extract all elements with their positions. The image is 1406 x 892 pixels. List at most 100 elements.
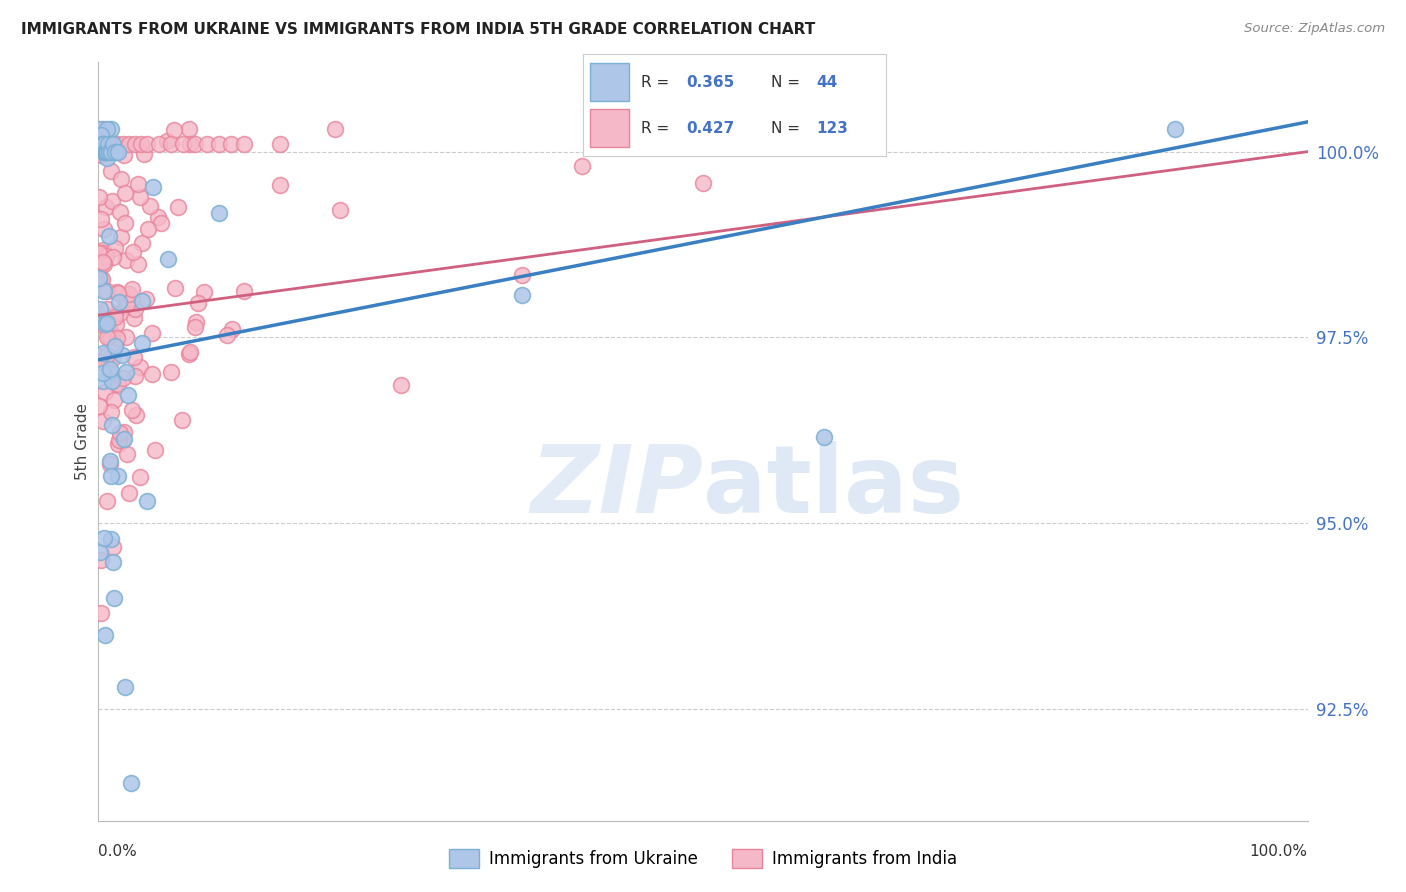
Immigrants from India <box>135 293 157 307</box>
Immigrants from India <box>93 137 115 152</box>
Immigrants from India <box>100 328 122 343</box>
Immigrants from India <box>129 190 152 204</box>
Immigrants from India <box>143 442 166 457</box>
Immigrants from Ukraine <box>104 339 127 353</box>
Immigrants from India <box>100 351 122 366</box>
Immigrants from India <box>163 123 186 137</box>
Immigrants from India <box>232 284 254 298</box>
Immigrants from India <box>100 194 122 208</box>
Immigrants from Ukraine <box>91 137 114 152</box>
Immigrants from India <box>124 137 146 152</box>
Immigrants from India <box>193 285 215 299</box>
Immigrants from Ukraine <box>93 531 115 545</box>
Immigrants from India <box>87 246 110 260</box>
Immigrants from India <box>108 305 131 319</box>
Immigrants from Ukraine <box>107 469 129 483</box>
Text: ZIP: ZIP <box>530 441 703 533</box>
Immigrants from India <box>187 295 209 310</box>
Immigrants from Ukraine <box>96 151 118 165</box>
Immigrants from Ukraine <box>100 122 122 136</box>
Immigrants from India <box>269 137 291 152</box>
Immigrants from Ukraine <box>156 252 179 267</box>
Immigrants from Ukraine <box>100 469 122 483</box>
Immigrants from India <box>150 216 173 230</box>
Immigrants from India <box>89 272 111 286</box>
Text: R =: R = <box>641 75 673 90</box>
Immigrants from India <box>177 122 200 136</box>
Immigrants from Ukraine <box>1163 122 1185 136</box>
Immigrants from India <box>94 200 117 214</box>
Immigrants from Ukraine <box>112 433 135 447</box>
Immigrants from India <box>121 403 143 417</box>
Immigrants from India <box>139 199 162 213</box>
Immigrants from India <box>134 147 156 161</box>
Immigrants from Ukraine <box>107 145 129 159</box>
Immigrants from Ukraine <box>108 295 131 310</box>
Immigrants from Ukraine <box>89 122 111 136</box>
Immigrants from Ukraine <box>115 366 138 380</box>
Immigrants from India <box>97 137 120 152</box>
Immigrants from Ukraine <box>111 348 134 362</box>
Immigrants from India <box>98 322 121 336</box>
Immigrants from India <box>89 349 111 363</box>
Immigrants from India <box>118 137 141 152</box>
Immigrants from India <box>100 404 122 418</box>
Immigrants from Ukraine <box>87 270 110 285</box>
Immigrants from India <box>122 244 145 259</box>
Immigrants from India <box>510 268 533 282</box>
Immigrants from India <box>96 493 118 508</box>
Immigrants from India <box>101 250 124 264</box>
Immigrants from India <box>160 137 183 152</box>
Text: 44: 44 <box>817 75 838 90</box>
Immigrants from India <box>125 408 148 422</box>
Immigrants from India <box>131 235 153 250</box>
Immigrants from India <box>184 315 207 329</box>
Immigrants from Ukraine <box>94 145 117 159</box>
Immigrants from Ukraine <box>96 122 118 136</box>
Immigrants from India <box>110 230 132 244</box>
Immigrants from India <box>208 137 231 152</box>
Immigrants from Ukraine <box>91 137 114 152</box>
Immigrants from India <box>93 257 115 271</box>
Immigrants from India <box>100 163 122 178</box>
Immigrants from India <box>114 330 136 344</box>
Immigrants from India <box>112 371 135 385</box>
Immigrants from India <box>101 540 124 554</box>
Immigrants from India <box>103 392 125 407</box>
Immigrants from Ukraine <box>89 545 111 559</box>
Immigrants from Ukraine <box>98 145 121 159</box>
Immigrants from India <box>115 447 138 461</box>
Immigrants from India <box>107 285 129 300</box>
Immigrants from Ukraine <box>142 180 165 194</box>
Immigrants from Ukraine <box>100 145 122 159</box>
Immigrants from Ukraine <box>114 680 136 694</box>
Immigrants from India <box>98 458 121 472</box>
Immigrants from India <box>215 327 238 342</box>
Immigrants from India <box>165 281 187 295</box>
Immigrants from India <box>121 293 143 307</box>
Immigrants from Ukraine <box>510 288 533 302</box>
Text: IMMIGRANTS FROM UKRAINE VS IMMIGRANTS FROM INDIA 5TH GRADE CORRELATION CHART: IMMIGRANTS FROM UKRAINE VS IMMIGRANTS FR… <box>21 22 815 37</box>
Immigrants from India <box>124 369 146 384</box>
Immigrants from India <box>91 272 114 286</box>
Immigrants from India <box>179 347 201 361</box>
Immigrants from India <box>97 329 120 343</box>
Immigrants from Ukraine <box>97 228 120 243</box>
Immigrants from Ukraine <box>96 145 118 159</box>
Immigrants from India <box>96 249 118 263</box>
Immigrants from India <box>104 241 127 255</box>
Immigrants from India <box>135 137 157 152</box>
Immigrants from India <box>129 137 152 152</box>
Immigrants from India <box>96 329 118 343</box>
Immigrants from Ukraine <box>91 345 114 359</box>
Immigrants from India <box>122 351 145 365</box>
Immigrants from India <box>156 134 179 148</box>
Immigrants from Ukraine <box>89 301 111 316</box>
Immigrants from India <box>172 137 194 152</box>
Immigrants from Ukraine <box>98 453 121 467</box>
Immigrants from India <box>115 296 138 310</box>
Immigrants from India <box>110 426 132 441</box>
Immigrants from India <box>329 202 352 217</box>
Immigrants from India <box>389 378 412 392</box>
Immigrants from India <box>107 377 129 392</box>
